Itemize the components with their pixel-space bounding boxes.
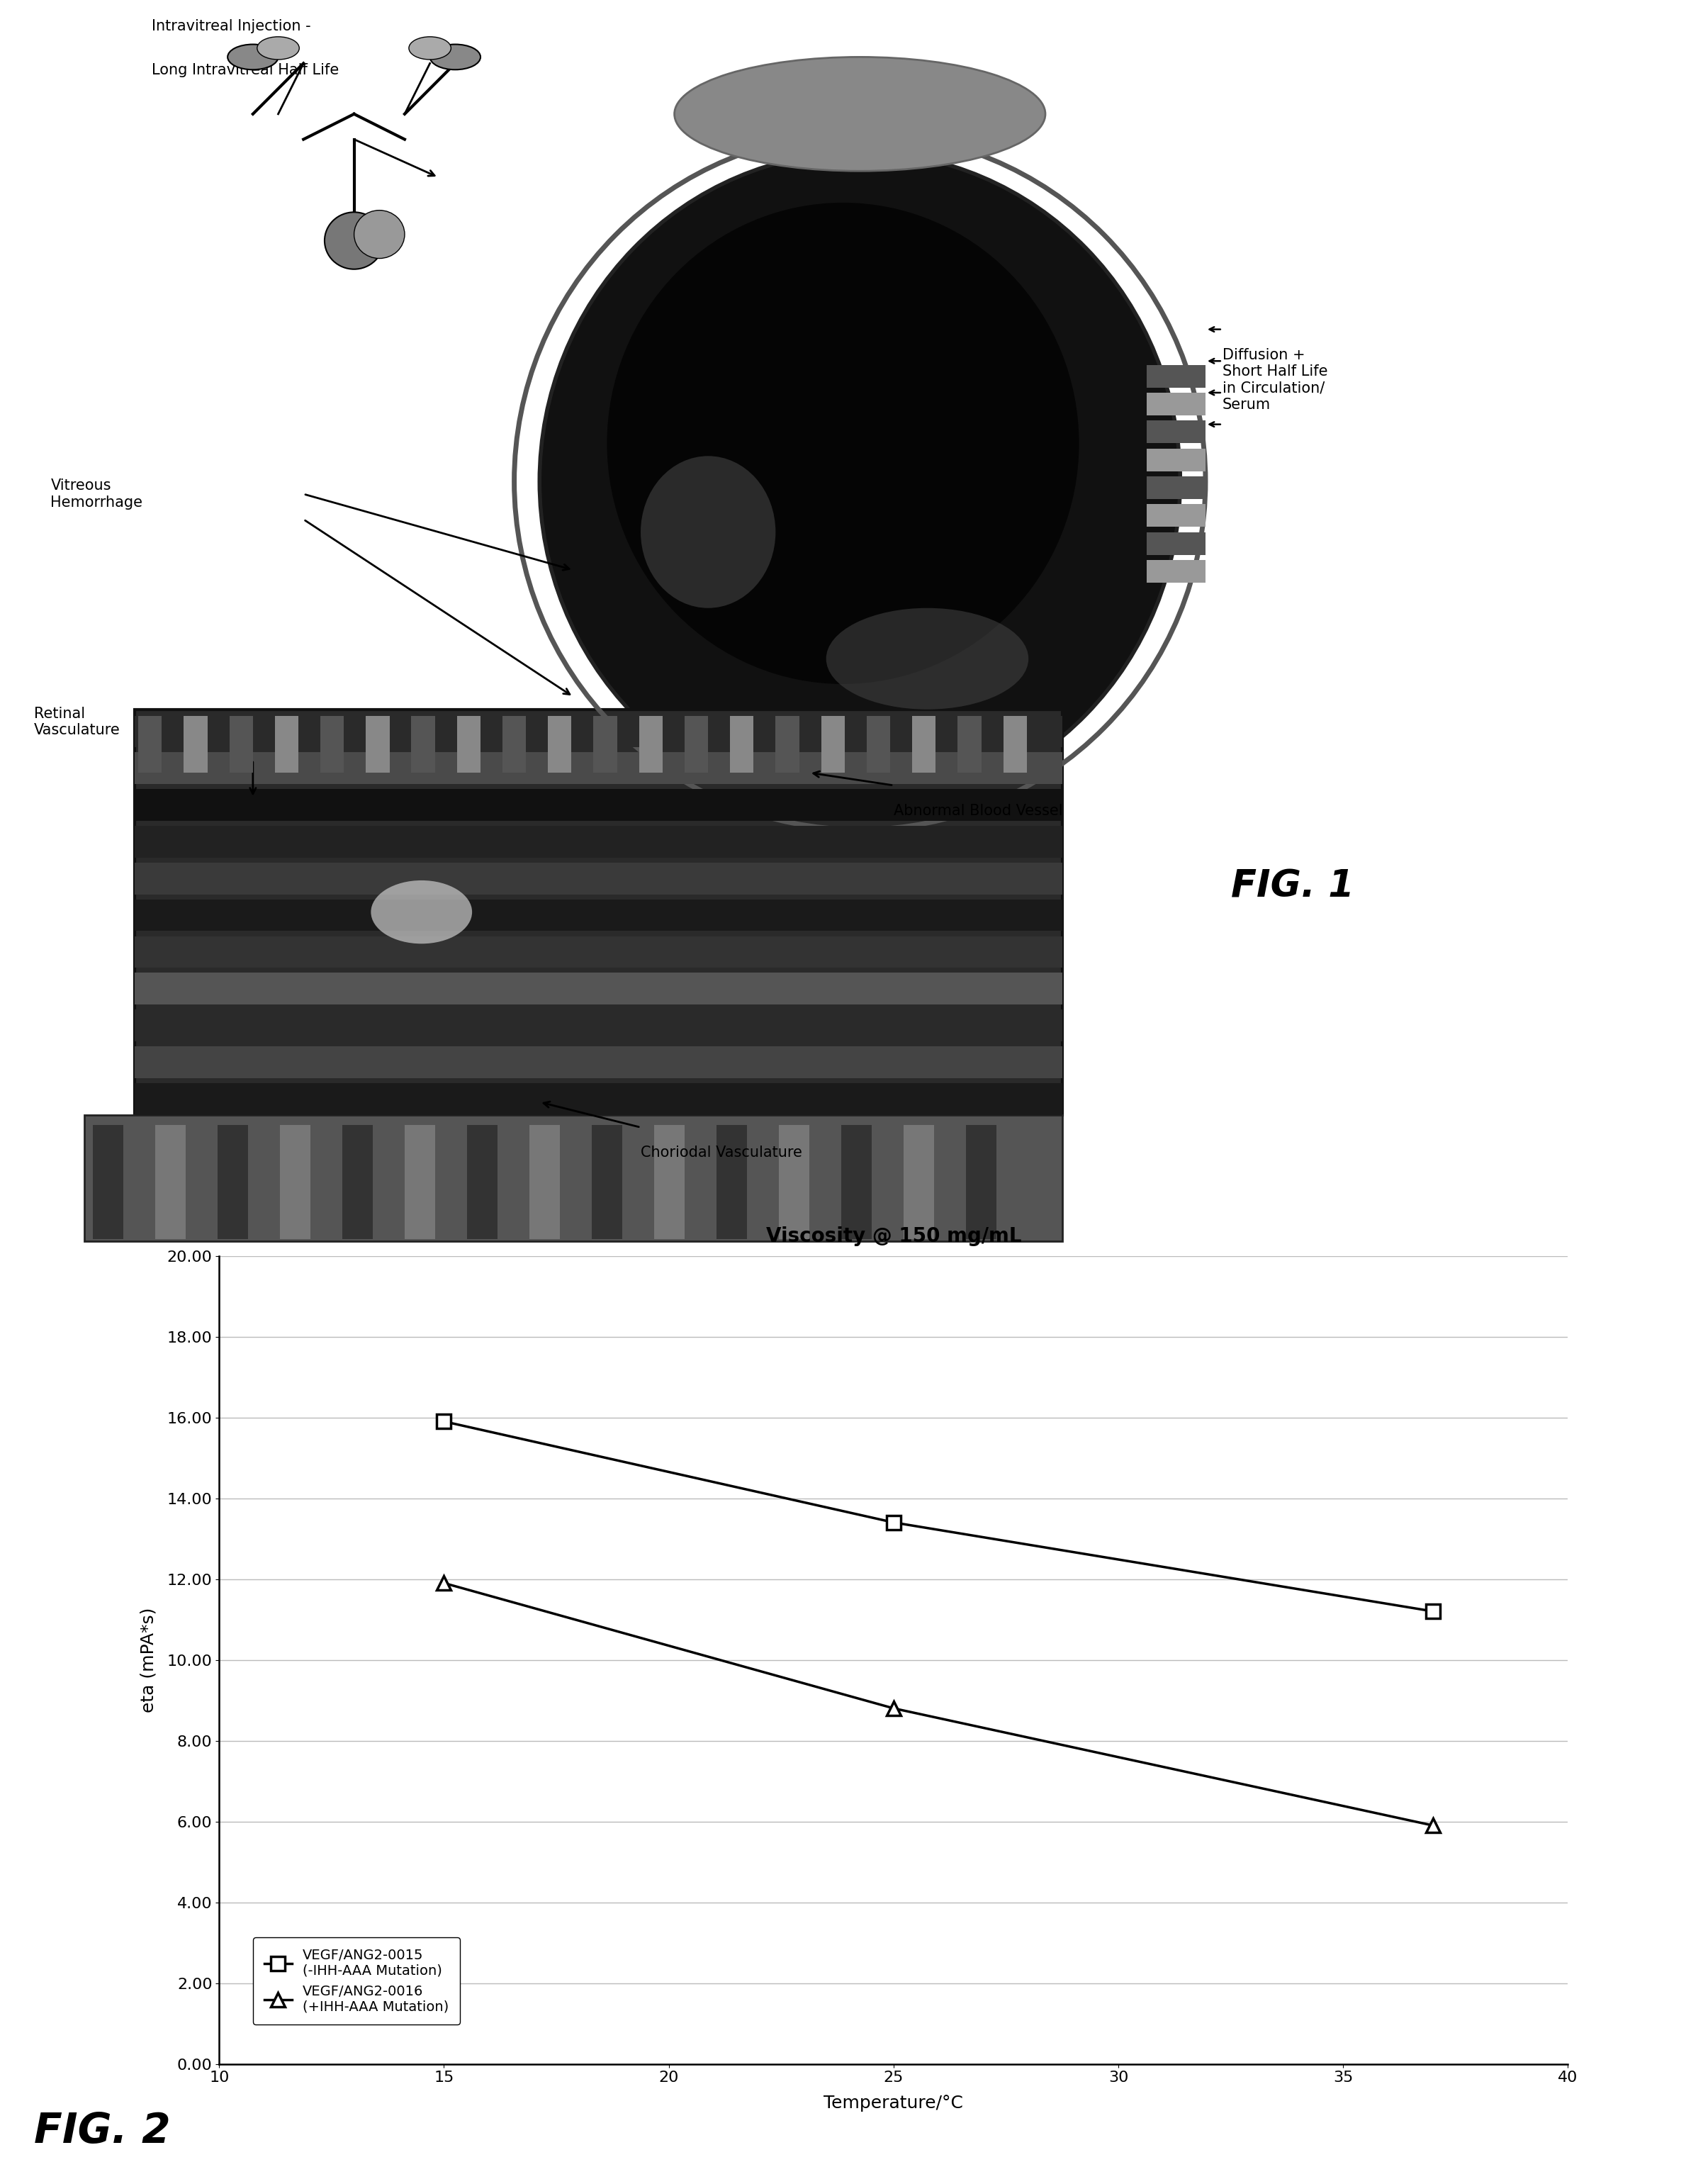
Ellipse shape	[410, 37, 450, 59]
Ellipse shape	[371, 880, 472, 943]
Bar	[411, 716, 435, 773]
Bar	[593, 716, 617, 773]
Text: Vitreous
Hemorrhage: Vitreous Hemorrhage	[51, 478, 143, 509]
Ellipse shape	[228, 44, 278, 70]
Bar	[275, 716, 298, 773]
Bar	[457, 716, 481, 773]
Bar	[155, 1125, 185, 1238]
Bar	[135, 1009, 1062, 1042]
Bar	[135, 937, 1062, 968]
Bar	[1146, 422, 1205, 443]
Bar	[405, 1125, 435, 1238]
Bar	[135, 1083, 1062, 1114]
Bar	[1146, 393, 1205, 415]
Bar	[904, 1125, 934, 1238]
VEGF/ANG2-0016
(+IHH-AAA Mutation)	[1423, 1813, 1443, 1839]
Y-axis label: eta (mPA*s): eta (mPA*s)	[140, 1607, 157, 1712]
Text: FIG. 2: FIG. 2	[34, 2110, 170, 2151]
Title: Viscosity @ 150 mg/mL: Viscosity @ 150 mg/mL	[765, 1227, 1022, 1247]
Ellipse shape	[674, 57, 1045, 170]
Bar	[135, 863, 1062, 893]
Bar	[229, 716, 253, 773]
Bar	[184, 716, 207, 773]
Bar	[135, 826, 1062, 858]
Legend: VEGF/ANG2-0015
(-IHH-AAA Mutation), VEGF/ANG2-0016
(+IHH-AAA Mutation): VEGF/ANG2-0015 (-IHH-AAA Mutation), VEGF…	[253, 1937, 460, 2025]
Bar	[1146, 505, 1205, 526]
Ellipse shape	[430, 44, 481, 70]
Bar	[280, 1125, 310, 1238]
Line: VEGF/ANG2-0016
(+IHH-AAA Mutation): VEGF/ANG2-0016 (+IHH-AAA Mutation)	[437, 1577, 1440, 1832]
Bar	[93, 1125, 123, 1238]
Ellipse shape	[324, 212, 384, 269]
Bar	[548, 716, 572, 773]
Bar	[1146, 533, 1205, 555]
Bar	[135, 900, 1062, 930]
Text: Retinal
Vasculature: Retinal Vasculature	[34, 708, 120, 738]
Bar	[912, 716, 936, 773]
Bar	[467, 1125, 497, 1238]
Bar	[654, 1125, 685, 1238]
Ellipse shape	[354, 210, 405, 258]
Bar	[841, 1125, 872, 1238]
Bar	[135, 716, 1062, 747]
Bar	[135, 753, 1062, 784]
Bar	[1146, 476, 1205, 500]
Bar	[135, 1046, 1062, 1079]
Bar	[217, 1125, 248, 1238]
VEGF/ANG2-0015
(-IHH-AAA Mutation)	[883, 1509, 904, 1535]
Ellipse shape	[607, 203, 1079, 684]
Text: Intravitreal Injection -: Intravitreal Injection -	[152, 20, 310, 33]
Ellipse shape	[256, 37, 300, 59]
Bar	[1003, 716, 1027, 773]
Bar	[1146, 559, 1205, 583]
VEGF/ANG2-0015
(-IHH-AAA Mutation)	[1423, 1599, 1443, 1625]
Bar	[138, 716, 162, 773]
Ellipse shape	[826, 607, 1028, 710]
Bar	[958, 716, 981, 773]
Bar	[779, 1125, 809, 1238]
X-axis label: Temperature/°C: Temperature/°C	[824, 2094, 963, 2112]
Bar	[592, 1125, 622, 1238]
VEGF/ANG2-0016
(+IHH-AAA Mutation)	[433, 1570, 454, 1597]
Line: VEGF/ANG2-0015
(-IHH-AAA Mutation): VEGF/ANG2-0015 (-IHH-AAA Mutation)	[437, 1415, 1440, 1618]
Bar	[717, 1125, 747, 1238]
Bar	[320, 716, 344, 773]
Bar	[1146, 365, 1205, 387]
Bar	[867, 716, 890, 773]
Text: FIG. 1: FIG. 1	[1231, 869, 1354, 904]
Bar	[529, 1125, 560, 1238]
Ellipse shape	[641, 456, 776, 607]
VEGF/ANG2-0015
(-IHH-AAA Mutation)	[433, 1409, 454, 1435]
Bar	[821, 716, 845, 773]
FancyBboxPatch shape	[135, 710, 1062, 1114]
Ellipse shape	[540, 153, 1180, 810]
Bar	[685, 716, 708, 773]
Bar	[1146, 448, 1205, 472]
FancyBboxPatch shape	[84, 1114, 1062, 1241]
Text: Diffusion +
Short Half Life
in Circulation/
Serum: Diffusion + Short Half Life in Circulati…	[1222, 347, 1327, 413]
Bar	[342, 1125, 373, 1238]
Text: Abnormal Blood Vessel: Abnormal Blood Vessel	[894, 804, 1062, 817]
Bar	[639, 716, 663, 773]
Bar	[966, 1125, 996, 1238]
VEGF/ANG2-0016
(+IHH-AAA Mutation)	[883, 1695, 904, 1721]
Text: Long Intravitreal Half Life: Long Intravitreal Half Life	[152, 63, 339, 76]
Bar	[135, 972, 1062, 1005]
Text: Choriodal Vasculature: Choriodal Vasculature	[641, 1147, 803, 1160]
Bar	[730, 716, 754, 773]
Bar	[502, 716, 526, 773]
Bar	[776, 716, 799, 773]
Bar	[135, 788, 1062, 821]
Bar	[366, 716, 389, 773]
